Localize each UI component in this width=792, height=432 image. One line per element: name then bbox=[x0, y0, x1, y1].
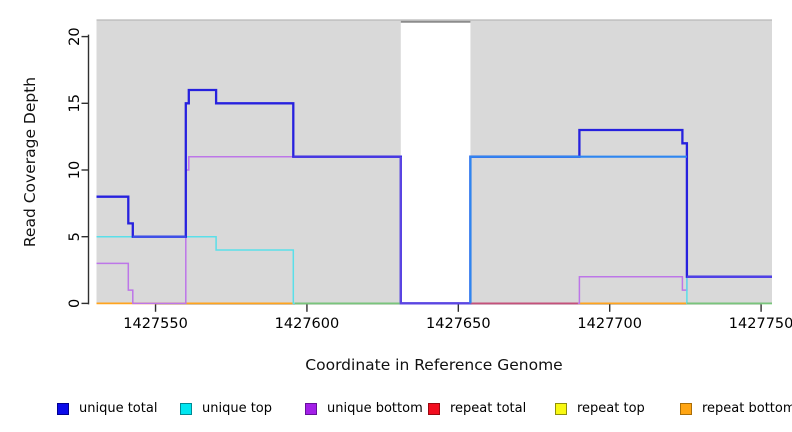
legend-swatch-icon bbox=[555, 403, 567, 415]
legend-item: unique top bbox=[180, 402, 272, 416]
series-unique-total bbox=[96, 88, 772, 305]
legend-item-label: unique total bbox=[79, 401, 158, 416]
legend-item-label: repeat total bbox=[450, 401, 527, 416]
x-tick-label: 1427700 bbox=[577, 316, 642, 332]
y-tick-label: 0 bbox=[67, 299, 83, 308]
y-tick-label: 5 bbox=[67, 232, 83, 241]
overlay-blend-blue-over-purple-gap bbox=[399, 156, 471, 305]
x-tick-label: 1427550 bbox=[123, 316, 188, 332]
legend-item: repeat top bbox=[555, 402, 645, 416]
legend-swatch-icon bbox=[305, 403, 317, 415]
x-axis-title: Coordinate in Reference Genome bbox=[305, 356, 563, 374]
y-tick-label: 20 bbox=[67, 27, 83, 45]
legend-item: unique total bbox=[57, 402, 157, 416]
legend-item-label: unique top bbox=[202, 401, 273, 416]
legend-item: repeat bottom bbox=[680, 402, 792, 416]
legend-swatch-icon bbox=[428, 403, 440, 415]
legend-item-label: repeat top bbox=[577, 401, 645, 416]
y-tick-label: 10 bbox=[67, 161, 83, 179]
masked-region bbox=[400, 21, 471, 304]
y-axis-title: Read Coverage Depth bbox=[21, 76, 39, 248]
legend-item: unique bottom bbox=[305, 402, 423, 416]
x-tick-label: 1427600 bbox=[275, 316, 340, 332]
x-tick-label: 1427750 bbox=[729, 316, 792, 332]
legend-swatch-icon bbox=[180, 403, 192, 415]
overlay-blend-blue-over-cyan-11 bbox=[469, 155, 687, 304]
legend-item-label: unique bottom bbox=[327, 401, 423, 416]
x-tick-label: 1427650 bbox=[426, 316, 491, 332]
legend-swatch-icon bbox=[680, 403, 692, 415]
coverage-plot: 0 5 10 15 20 1427550 1427600 1427650 1427700 1427… bbox=[67, 19, 792, 332]
legend-item: repeat total bbox=[428, 402, 526, 416]
y-tick-label: 15 bbox=[67, 94, 83, 112]
legend-item-label: repeat bottom bbox=[702, 401, 792, 416]
legend-swatch-icon bbox=[57, 403, 69, 415]
